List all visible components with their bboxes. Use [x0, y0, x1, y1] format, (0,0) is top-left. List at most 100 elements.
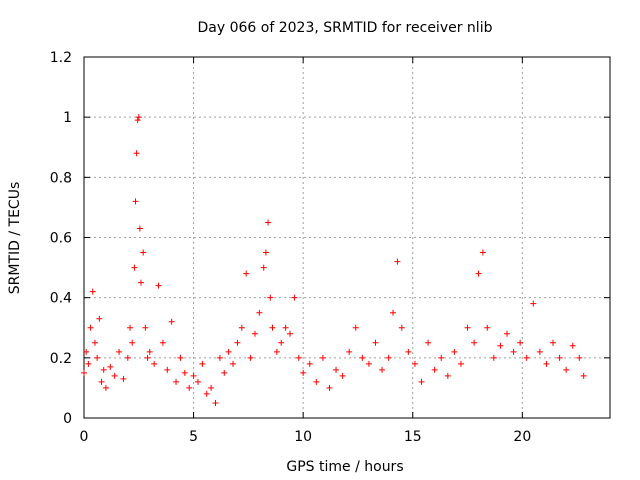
data-point	[385, 354, 392, 361]
grid	[84, 57, 610, 418]
data-point	[140, 249, 147, 256]
data-point	[144, 354, 151, 361]
data-point	[173, 378, 180, 385]
data-point	[262, 249, 269, 256]
data-point	[177, 354, 184, 361]
data-point	[190, 372, 197, 379]
data-point	[91, 339, 98, 346]
data-point	[319, 354, 326, 361]
data-point	[550, 339, 557, 346]
data-point	[580, 372, 587, 379]
chart-title: Day 066 of 2023, SRMTID for receiver nli…	[198, 20, 493, 36]
data-point	[83, 348, 90, 355]
data-point	[451, 348, 458, 355]
data-point	[523, 354, 530, 361]
data-point	[300, 369, 307, 376]
data-point	[199, 360, 206, 367]
data-point	[203, 390, 210, 397]
data-point	[260, 264, 267, 271]
data-point	[151, 360, 158, 367]
y-tick-label: 0.2	[50, 351, 72, 367]
data-point	[89, 288, 96, 295]
y-tick-label: 0.6	[50, 231, 72, 247]
data-point	[438, 354, 445, 361]
data-point	[352, 324, 359, 331]
axis-ticks: 0 0.2 0.4 0.6 0.8 1 1.2 0 5 10 15 20	[50, 50, 610, 445]
y-axis-label: SRMTID / TECUs	[7, 182, 23, 295]
data-point	[313, 378, 320, 385]
y-tick-label: 0.4	[50, 291, 72, 307]
data-point	[216, 354, 223, 361]
data-point	[569, 342, 576, 349]
data-point	[425, 339, 432, 346]
data-point	[398, 324, 405, 331]
data-point	[238, 324, 245, 331]
data-point	[142, 324, 149, 331]
data-point	[269, 324, 276, 331]
data-point	[159, 339, 166, 346]
data-point	[484, 324, 491, 331]
data-point	[98, 378, 105, 385]
data-point	[278, 339, 285, 346]
data-point	[85, 360, 92, 367]
data-point	[326, 384, 333, 391]
data-point	[510, 348, 517, 355]
data-point	[127, 324, 134, 331]
data-point	[100, 366, 107, 373]
data-point	[287, 330, 294, 337]
data-point	[556, 354, 563, 361]
data-point	[372, 339, 379, 346]
data-point	[247, 354, 254, 361]
data-point	[96, 315, 103, 322]
data-point	[265, 219, 272, 226]
x-tick-label: 5	[189, 429, 198, 445]
x-tick-label: 0	[80, 429, 89, 445]
data-point	[267, 294, 274, 301]
data-point	[230, 360, 237, 367]
data-point	[94, 354, 101, 361]
data-point	[497, 342, 504, 349]
data-point	[273, 348, 280, 355]
data-point	[444, 372, 451, 379]
data-point	[137, 279, 144, 286]
data-point	[136, 225, 143, 232]
data-point	[411, 360, 418, 367]
data-point	[102, 384, 109, 391]
data-point	[464, 324, 471, 331]
data-point	[418, 378, 425, 385]
data-point	[282, 324, 289, 331]
y-tick-label: 1.2	[50, 50, 72, 66]
data-point	[234, 339, 241, 346]
data-point	[225, 348, 232, 355]
data-point	[365, 360, 372, 367]
data-point	[132, 198, 139, 205]
data-point	[517, 339, 524, 346]
data-point	[221, 369, 228, 376]
data-point	[457, 360, 464, 367]
data-points	[81, 114, 587, 406]
data-point	[543, 360, 550, 367]
data-point	[291, 294, 298, 301]
data-point	[536, 348, 543, 355]
x-tick-label: 20	[513, 429, 531, 445]
data-point	[471, 339, 478, 346]
y-tick-label: 0	[63, 411, 72, 427]
data-point	[503, 330, 510, 337]
data-point	[146, 348, 153, 355]
data-point	[181, 369, 188, 376]
data-point	[339, 372, 346, 379]
data-point	[346, 348, 353, 355]
data-point	[243, 270, 250, 277]
data-point	[379, 366, 386, 373]
data-point	[390, 309, 397, 316]
plot-frame	[83, 56, 611, 419]
data-point	[120, 375, 127, 382]
data-point	[475, 270, 482, 277]
data-point	[394, 258, 401, 265]
x-axis-label: GPS time / hours	[286, 459, 403, 475]
data-point	[251, 330, 258, 337]
data-point	[431, 366, 438, 373]
data-point	[124, 354, 131, 361]
data-point	[107, 363, 114, 370]
data-point	[155, 282, 162, 289]
